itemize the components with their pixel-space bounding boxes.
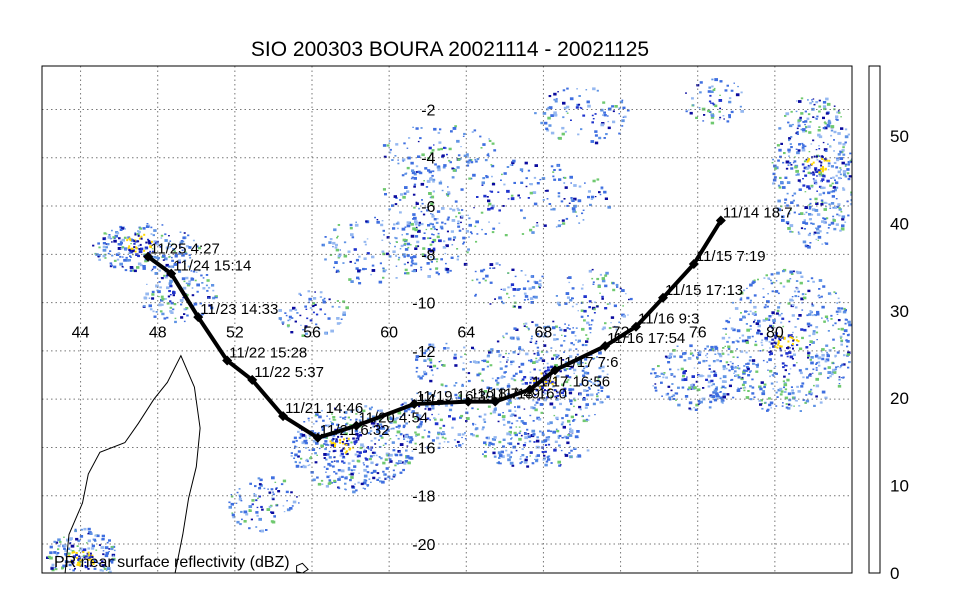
rain-cell: [290, 405, 414, 494]
track-point-marker: [193, 312, 204, 323]
track-point-marker: [351, 420, 362, 431]
track-point-marker: [715, 215, 726, 226]
track-point-label: 11/22 5:37: [254, 364, 324, 381]
map-border: [41, 65, 853, 574]
track-point-marker: [524, 384, 535, 395]
track-point-label: 11/25 4:27: [150, 241, 220, 258]
lon-tick-label: 72: [612, 325, 630, 342]
intense-core: [68, 551, 95, 567]
lon-tick-label: 44: [72, 325, 90, 342]
track-point-marker: [247, 374, 258, 385]
rain-cell: [46, 527, 116, 573]
rain-cell: [415, 342, 484, 388]
track-point-label: 11/21 14:46: [285, 400, 363, 417]
madagascar-coastline: [64, 354, 201, 573]
colorbar-tick-label: 20: [890, 389, 909, 408]
grid-tick-labels: 44 48 52 56 60 64 68 72 76 80 -2 -4 -6 -8 -10 -12 -14 -16…: [72, 102, 784, 554]
lon-tick-label: 48: [149, 325, 167, 342]
track-point-label: 11/19 16:39: [416, 388, 494, 405]
track-point-marker: [312, 432, 323, 443]
lat-tick-label: -16: [412, 440, 435, 457]
track-point-label: 11/17 16:56: [532, 374, 610, 391]
track-point-label: 11/21 6:32: [320, 422, 390, 439]
colorbar-tick-label: 0: [890, 564, 899, 583]
colorbar-tick-labels: 0 10 20 30 40 50: [890, 127, 909, 583]
intense-core: [773, 335, 800, 350]
lon-tick-label: 64: [457, 325, 475, 342]
lat-tick-label: -8: [421, 247, 435, 264]
rain-cell: [478, 320, 610, 443]
lon-tick-label: 68: [535, 325, 553, 342]
rain-cell: [482, 428, 590, 468]
precipitation-layer: [46, 78, 852, 573]
track-point-label: 11/17 7:6: [557, 354, 618, 371]
colorbar-border: [868, 65, 881, 574]
rain-cell: [771, 97, 852, 249]
track-point-label: 11/24 15:14: [173, 258, 251, 275]
track-point-marker: [463, 396, 474, 407]
colorbar-tick-label: 10: [890, 477, 909, 496]
track-point-label: 11/20 4:54: [358, 410, 428, 427]
lat-lon-grid: [42, 66, 852, 573]
track-point-marker: [409, 399, 420, 409]
map-background: [42, 66, 852, 573]
track-point-marker: [490, 396, 501, 407]
lat-tick-label: -20: [412, 537, 435, 554]
map-caption: PR near surface reflectivity (dBZ): [54, 554, 290, 571]
track-point-label: 11/18 7:49: [470, 386, 540, 403]
rain-cell: [471, 262, 544, 309]
track-point-marker: [550, 365, 560, 376]
island-coastline: [296, 562, 309, 573]
rain-cell: [534, 87, 630, 145]
track-point-marker: [631, 321, 641, 332]
lon-tick-label: 80: [766, 325, 784, 342]
track-point-label: 11/22 15:28: [229, 345, 307, 362]
track-point-marker: [143, 251, 154, 262]
rain-cell: [382, 125, 497, 174]
intense-core: [531, 370, 557, 392]
colorbar-tick-label: 40: [890, 214, 909, 233]
rain-cell: [278, 290, 349, 337]
track-point-label: 11/23 14:33: [200, 301, 278, 318]
lon-tick-label: 76: [689, 325, 707, 342]
intense-core: [329, 435, 355, 455]
lat-tick-label: -2: [421, 102, 435, 119]
track-point-marker: [658, 292, 668, 303]
lat-tick-label: -18: [412, 489, 435, 506]
lat-tick-label: -10: [412, 296, 435, 313]
track-point-label: 11/15 17:13: [665, 282, 743, 299]
rain-cell: [685, 78, 744, 125]
colorbar-tick-label: 30: [890, 302, 909, 321]
map-plot-area: 11/14 18:7 11/15 7:19 11/15 17:13 11/16 9:3…: [41, 65, 853, 574]
lon-tick-label: 52: [226, 325, 244, 342]
rain-cell: [228, 476, 300, 533]
colorbar: 0 10 20 30 40 50: [868, 65, 909, 583]
colorbar-tick-label: 50: [890, 127, 909, 146]
track-point-marker: [278, 411, 289, 422]
track-point-label: 11/18 16:0: [497, 386, 567, 403]
lon-tick-label: 60: [380, 325, 398, 342]
rain-cell: [650, 344, 748, 411]
lat-tick-label: -12: [412, 344, 435, 361]
coastline-layer: [64, 354, 309, 573]
track-point-label: 11/14 18:7: [723, 205, 793, 222]
track-point-marker: [222, 355, 233, 366]
track-point-label: 11/16 9:3: [638, 311, 699, 328]
lat-tick-label: -4: [421, 151, 435, 168]
rain-cell: [721, 268, 852, 412]
figure-title: SIO 200303 BOURA 20021114 - 20021125: [251, 38, 649, 61]
track-point-label: 11/15 7:19: [696, 248, 766, 265]
storm-track-line: [146, 219, 723, 440]
lon-tick-label: 56: [303, 325, 321, 342]
lat-tick-label: -14: [412, 392, 435, 409]
storm-track-layer: 11/14 18:7 11/15 7:19 11/15 17:13 11/16 9:3…: [143, 205, 793, 443]
track-point-marker: [688, 258, 699, 269]
track-point-label: 11/16 17:54: [607, 330, 685, 347]
intense-core: [126, 233, 153, 253]
lat-tick-label: -6: [421, 199, 435, 216]
track-point-marker: [600, 341, 611, 352]
track-point-marker: [166, 268, 177, 279]
rain-cell: [381, 213, 478, 278]
